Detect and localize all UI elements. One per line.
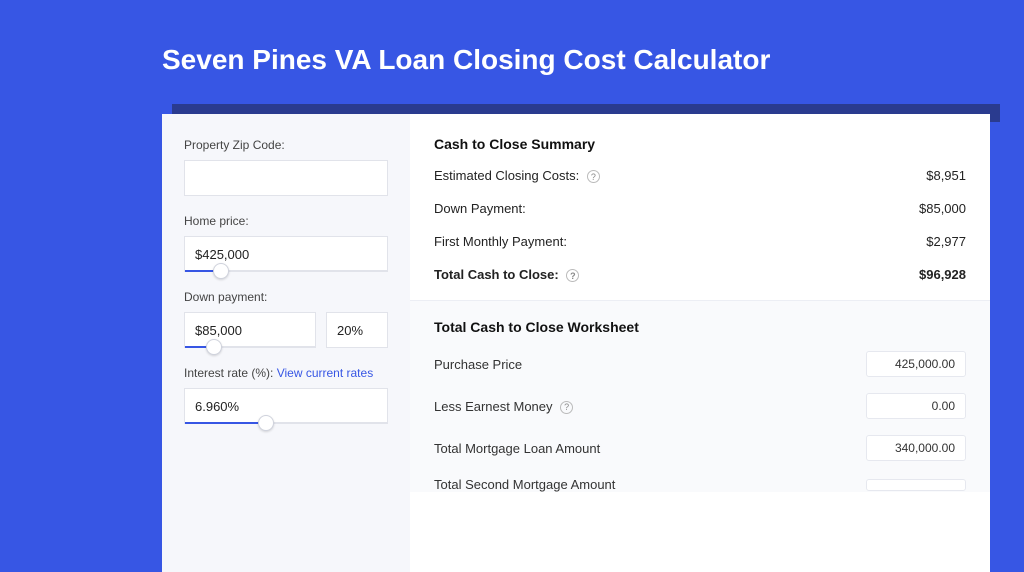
- ws-value[interactable]: 425,000.00: [866, 351, 966, 377]
- down-payment-slider-thumb[interactable]: [206, 339, 222, 355]
- summary-title: Cash to Close Summary: [434, 136, 966, 152]
- down-payment-pct-input[interactable]: 20%: [326, 312, 388, 348]
- down-payment-input[interactable]: $85,000: [184, 312, 316, 348]
- summary-label: Estimated Closing Costs:: [434, 168, 579, 183]
- help-icon[interactable]: ?: [566, 269, 579, 282]
- interest-rate-input[interactable]: 6.960%: [184, 388, 388, 424]
- interest-slider-fill: [185, 422, 266, 424]
- summary-row-first-payment: First Monthly Payment: $2,977: [434, 234, 966, 249]
- summary-value: $96,928: [919, 267, 966, 282]
- zip-label: Property Zip Code:: [184, 138, 388, 152]
- summary-row-down-payment: Down Payment: $85,000: [434, 201, 966, 216]
- summary-row-total: Total Cash to Close: ? $96,928: [434, 267, 966, 282]
- home-price-value: $425,000: [195, 247, 249, 262]
- help-icon[interactable]: ?: [560, 401, 573, 414]
- worksheet-title: Total Cash to Close Worksheet: [434, 319, 966, 335]
- worksheet-section: Total Cash to Close Worksheet Purchase P…: [410, 301, 990, 492]
- summary-value: $8,951: [926, 168, 966, 183]
- ws-label: Purchase Price: [434, 357, 522, 372]
- home-price-input[interactable]: $425,000: [184, 236, 388, 272]
- results-panel: Cash to Close Summary Estimated Closing …: [410, 114, 990, 572]
- field-home-price: Home price: $425,000: [184, 214, 388, 272]
- ws-row-purchase-price: Purchase Price 425,000.00: [434, 351, 966, 377]
- down-payment-pct-value: 20%: [337, 323, 363, 338]
- interest-slider-thumb[interactable]: [258, 415, 274, 431]
- interest-rate-label: Interest rate (%): View current rates: [184, 366, 388, 380]
- summary-value: $2,977: [926, 234, 966, 249]
- calculator-card: Property Zip Code: Home price: $425,000 …: [162, 114, 990, 572]
- ws-row-second-mortgage: Total Second Mortgage Amount: [434, 477, 966, 492]
- field-interest-rate: Interest rate (%): View current rates 6.…: [184, 366, 388, 424]
- down-payment-label: Down payment:: [184, 290, 388, 304]
- view-rates-link[interactable]: View current rates: [277, 366, 374, 380]
- ws-label: Less Earnest Money: [434, 399, 553, 414]
- ws-value[interactable]: [866, 479, 966, 491]
- home-price-label: Home price:: [184, 214, 388, 228]
- ws-row-mortgage-amount: Total Mortgage Loan Amount 340,000.00: [434, 435, 966, 461]
- zip-input[interactable]: [184, 160, 388, 196]
- home-price-slider-thumb[interactable]: [213, 263, 229, 279]
- inputs-panel: Property Zip Code: Home price: $425,000 …: [162, 114, 410, 572]
- summary-label: Total Cash to Close:: [434, 267, 559, 282]
- ws-label: Total Mortgage Loan Amount: [434, 441, 600, 456]
- ws-value[interactable]: 340,000.00: [866, 435, 966, 461]
- summary-label: First Monthly Payment:: [434, 234, 567, 249]
- ws-label: Total Second Mortgage Amount: [434, 477, 615, 492]
- interest-rate-value: 6.960%: [195, 399, 239, 414]
- ws-row-earnest-money: Less Earnest Money ? 0.00: [434, 393, 966, 419]
- summary-value: $85,000: [919, 201, 966, 216]
- field-zip: Property Zip Code:: [184, 138, 388, 196]
- interest-label-prefix: Interest rate (%):: [184, 366, 277, 380]
- ws-value[interactable]: 0.00: [866, 393, 966, 419]
- help-icon[interactable]: ?: [587, 170, 600, 183]
- summary-label: Down Payment:: [434, 201, 526, 216]
- summary-row-closing-costs: Estimated Closing Costs: ? $8,951: [434, 168, 966, 183]
- field-down-payment: Down payment: $85,000 20%: [184, 290, 388, 348]
- down-payment-value: $85,000: [195, 323, 242, 338]
- page-title: Seven Pines VA Loan Closing Cost Calcula…: [0, 0, 1024, 98]
